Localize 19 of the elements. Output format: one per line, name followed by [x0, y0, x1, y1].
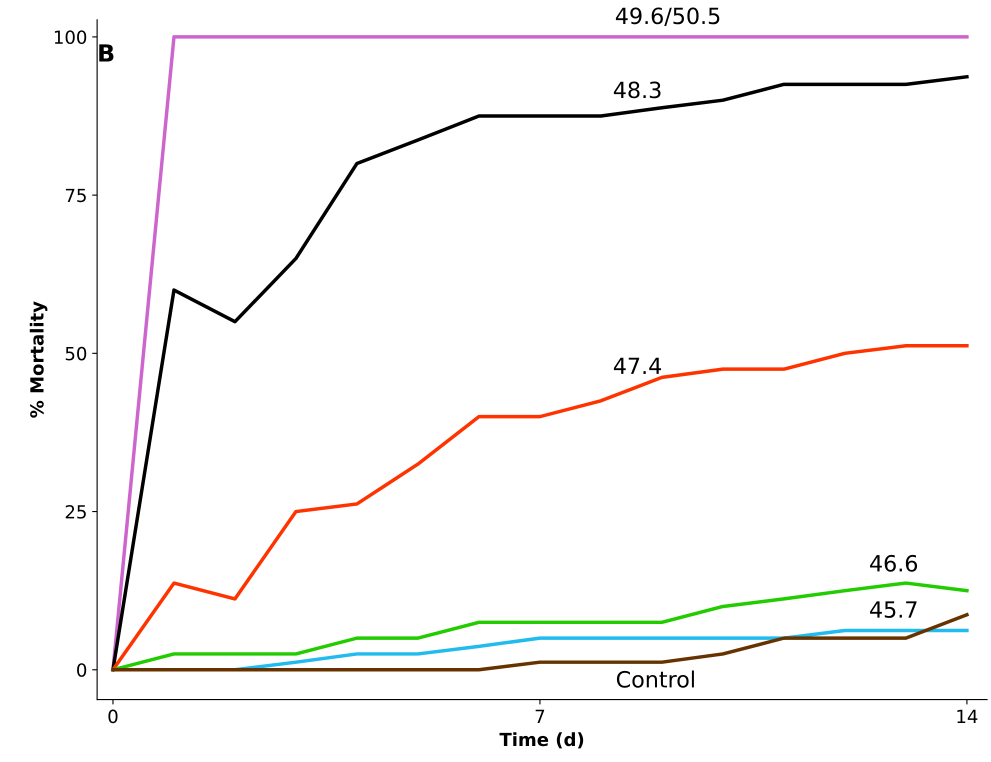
x-tick-label: 14	[957, 710, 978, 723]
line-series	[111, 344, 969, 672]
y-axis-title: % Mortality	[30, 301, 48, 418]
y-tick-label: 25	[66, 505, 86, 519]
y-tick-label: 50	[66, 346, 86, 360]
x-axis-title: Time (d)	[500, 732, 584, 748]
y-tick-label: 75	[66, 188, 86, 202]
annotation: 45.7	[870, 601, 917, 618]
annotation: 47.4	[614, 358, 662, 374]
x-tick-label: 0	[108, 710, 118, 724]
annotation: 46.6	[870, 554, 918, 572]
y-tick-label: 100	[54, 30, 86, 44]
x-tick-label: 7	[536, 710, 544, 723]
line-series	[111, 581, 969, 672]
annotation: Control	[616, 670, 694, 688]
annotation: 49.6/50.5	[616, 7, 720, 26]
y-tick-label: 0	[77, 663, 86, 677]
annotation: B	[99, 44, 114, 62]
annotation: 48.3	[614, 82, 660, 98]
